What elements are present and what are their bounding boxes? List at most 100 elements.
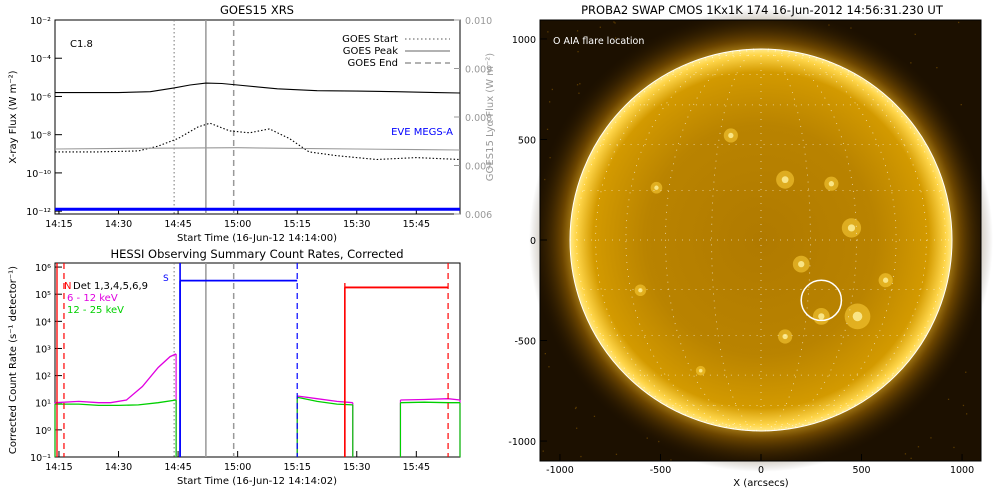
noise-speck bbox=[930, 437, 932, 439]
longitude-line bbox=[595, 48, 762, 432]
hessi-legend-det: Det 1,3,4,5,6,9 bbox=[73, 281, 148, 292]
swap-x-tick-label: 500 bbox=[852, 465, 870, 476]
active-region-core bbox=[828, 181, 835, 187]
swap-y-tick-label: 0 bbox=[530, 236, 536, 247]
hessi-y-tick-label: 10⁰ bbox=[35, 426, 51, 437]
goes-y-right-tick-label: 0.008 bbox=[465, 113, 492, 124]
hessi-y-tick-label: 10¹ bbox=[35, 399, 51, 410]
hessi-y-tick-label: 10² bbox=[35, 372, 51, 383]
hessi-y-tick-label: 10⁴ bbox=[35, 317, 51, 328]
longitude-line bbox=[760, 48, 857, 432]
noise-speck bbox=[965, 371, 967, 373]
noise-speck bbox=[549, 101, 551, 103]
swap-x-tick-label: -1000 bbox=[546, 465, 574, 476]
hessi-panel: HESSI Observing Summary Count Rates, Cor… bbox=[8, 247, 461, 487]
goes-y-tick-label: 10⁻¹⁰ bbox=[26, 169, 51, 180]
goes-y-tick-label: 10⁻² bbox=[30, 16, 51, 27]
hessi-y-tick-label: 10³ bbox=[35, 344, 51, 355]
goes-x-tick-label: 14:30 bbox=[105, 219, 132, 230]
active-region-core bbox=[654, 185, 659, 190]
noise-speck bbox=[576, 84, 579, 86]
hessi-plot-frame bbox=[54, 262, 461, 458]
noise-speck bbox=[910, 62, 912, 64]
noise-speck bbox=[910, 457, 912, 459]
active-regions bbox=[634, 128, 893, 376]
solar-disk bbox=[570, 49, 952, 431]
hessi-series-1 bbox=[55, 399, 177, 407]
noise-speck bbox=[579, 83, 581, 85]
longitude-line bbox=[625, 48, 762, 432]
heliographic-grid bbox=[570, 48, 952, 432]
noise-speck bbox=[599, 26, 601, 28]
noise-speck bbox=[958, 21, 960, 24]
noise-speck bbox=[670, 459, 672, 461]
active-region-core bbox=[847, 224, 856, 232]
goes-y-ticks: 10⁻¹² 10⁻¹⁰ 10⁻⁸ 10⁻⁶ 10⁻⁴ 10⁻² bbox=[26, 16, 62, 218]
longitude-line bbox=[665, 48, 762, 432]
noise-speck bbox=[947, 398, 950, 400]
noise-speck bbox=[546, 128, 549, 130]
swap-y-tick-label: -1000 bbox=[508, 437, 536, 448]
goes-x-tick-label: 15:45 bbox=[403, 219, 430, 230]
goes-series-lya bbox=[54, 147, 461, 151]
hessi-x-tick-label: 14:30 bbox=[105, 462, 132, 473]
hessi-y-tick-label: 10⁵ bbox=[35, 290, 51, 301]
goes-x-tick-label: 14:45 bbox=[164, 219, 191, 230]
goes-y-right-tick-label: 0.007 bbox=[465, 162, 492, 173]
swap-x-ticks: -1000 -500 0 500 1000 bbox=[546, 454, 974, 476]
swap-y-ticks: -1000 -500 0 500 1000 bbox=[508, 35, 547, 448]
noise-speck bbox=[904, 453, 907, 455]
active-region-core bbox=[882, 277, 889, 283]
goes-plot-frame bbox=[54, 19, 461, 215]
noise-speck bbox=[575, 406, 577, 409]
hessi-legend-6-12: 6 - 12 keV bbox=[67, 293, 118, 304]
goes-ylabel-right: GOES15 Lyα Flux (W m⁻²) bbox=[485, 53, 496, 181]
hessi-legend-12-25: 12 - 25 keV bbox=[67, 305, 124, 316]
goes-x-ticks: 14:15 14:30 14:45 15:00 15:15 15:30 15:45 bbox=[45, 208, 430, 230]
active-region-core bbox=[781, 176, 789, 184]
noise-speck bbox=[578, 92, 580, 94]
noise-speck bbox=[576, 427, 578, 429]
goes-event-markers bbox=[173, 20, 235, 214]
noise-speck bbox=[914, 33, 916, 35]
hessi-x-tick-label: 15:15 bbox=[284, 462, 311, 473]
goes-x-tick-label: 14:15 bbox=[45, 219, 72, 230]
goes-y-tick-label: 10⁻⁴ bbox=[30, 54, 51, 65]
noise-speck bbox=[593, 415, 596, 417]
noise-speck bbox=[615, 453, 618, 455]
longitude-line bbox=[760, 48, 946, 432]
noise-speck bbox=[618, 43, 620, 45]
active-region-core bbox=[782, 333, 788, 340]
goes-legend: GOES Start GOES Peak GOES End bbox=[342, 34, 450, 69]
noise-speck bbox=[953, 446, 955, 449]
goes-legend-end-label: GOES End bbox=[348, 58, 398, 69]
longitude-line bbox=[760, 48, 927, 432]
swap-y-tick-label: -500 bbox=[514, 337, 536, 348]
active-region-core bbox=[728, 132, 734, 139]
goes-series-long bbox=[55, 82, 461, 94]
goes-x-tick-label: 15:00 bbox=[224, 219, 251, 230]
goes-y-ticks-right: 0.006 0.007 0.008 0.009 0.010 bbox=[454, 16, 492, 221]
noise-speck bbox=[962, 404, 965, 407]
swap-x-tick-label: -500 bbox=[650, 465, 672, 476]
active-region-core bbox=[852, 311, 863, 322]
hessi-x-tick-label: 14:15 bbox=[45, 462, 72, 473]
goes-legend-start-label: GOES Start bbox=[342, 34, 398, 45]
noise-speck bbox=[548, 366, 550, 368]
noise-speck bbox=[551, 88, 553, 91]
active-region-core bbox=[638, 288, 643, 293]
noise-speck bbox=[936, 67, 938, 69]
swap-x-tick-label: 1000 bbox=[950, 465, 974, 476]
hessi-s-marker: S bbox=[163, 274, 169, 284]
goes-class-annotation: C1.8 bbox=[70, 39, 93, 50]
noise-speck bbox=[547, 31, 549, 33]
goes-series bbox=[54, 82, 461, 211]
hessi-series-5 bbox=[400, 401, 460, 404]
hessi-series bbox=[54, 263, 461, 457]
noise-speck bbox=[960, 104, 962, 106]
aia-flare-location-circle bbox=[800, 279, 843, 322]
goes-y-right-tick-label: 0.006 bbox=[465, 210, 492, 221]
swap-xlabel: X (arcsecs) bbox=[733, 478, 789, 489]
hessi-title: HESSI Observing Summary Count Rates, Cor… bbox=[110, 247, 403, 261]
